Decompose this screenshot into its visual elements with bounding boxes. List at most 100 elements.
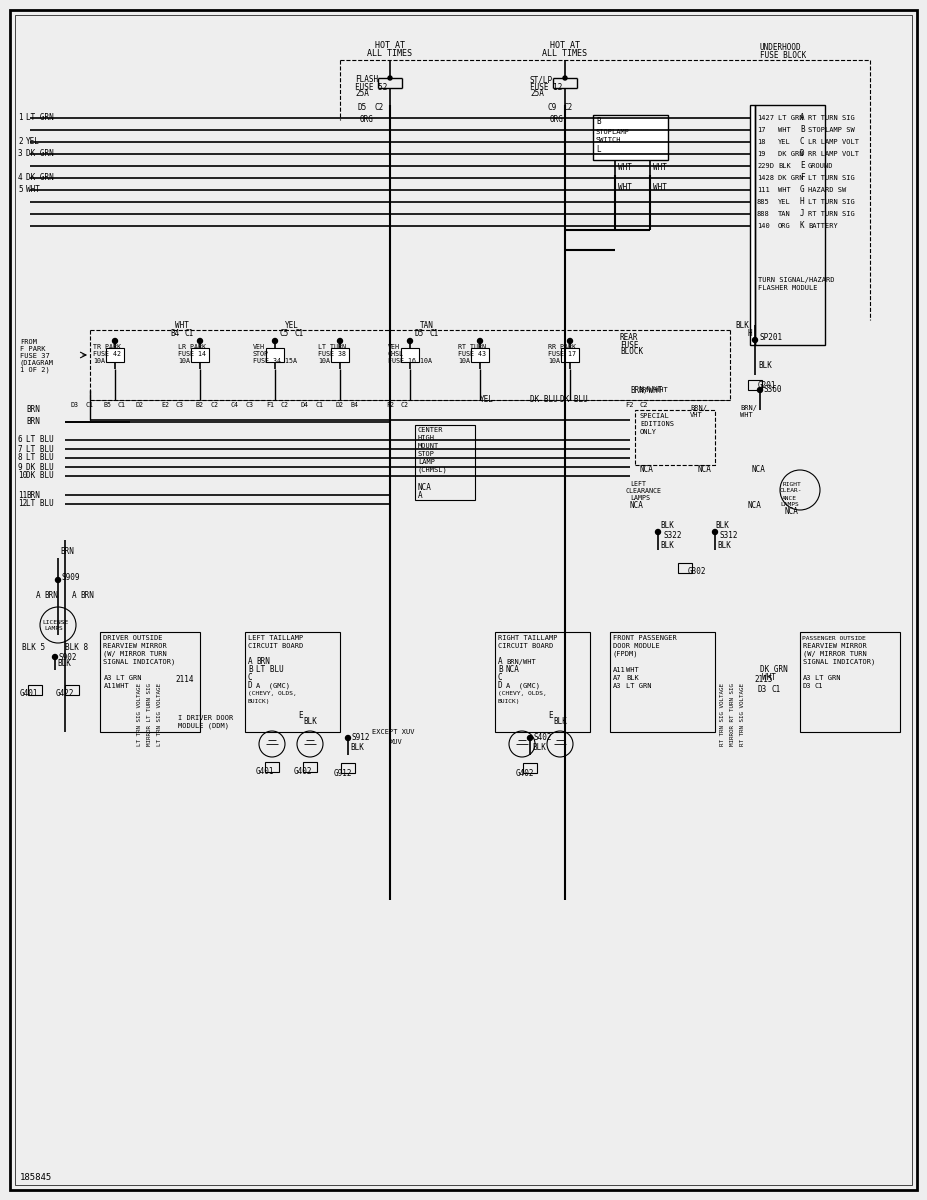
Text: CENTER: CENTER: [418, 427, 443, 433]
Text: C9: C9: [548, 103, 557, 113]
Text: LEFT TAILLAMP: LEFT TAILLAMP: [248, 635, 303, 641]
Text: YEL: YEL: [285, 320, 298, 330]
Bar: [610, 632, 715, 732]
Text: 10A: 10A: [458, 358, 470, 364]
Text: RT TRN SIG VOLTAGE: RT TRN SIG VOLTAGE: [720, 684, 725, 746]
Text: EDITIONS: EDITIONS: [640, 421, 674, 427]
Text: BRN: BRN: [60, 547, 74, 557]
Text: LAMPS: LAMPS: [780, 503, 799, 508]
Text: B: B: [596, 118, 601, 126]
Circle shape: [346, 736, 350, 740]
Text: F2: F2: [386, 402, 394, 408]
Text: ONLY: ONLY: [640, 428, 657, 434]
Text: S902: S902: [59, 653, 78, 661]
Text: FUSE 16 10A: FUSE 16 10A: [388, 358, 432, 364]
Text: LT GRN: LT GRN: [815, 674, 841, 680]
Text: SPECIAL: SPECIAL: [640, 413, 669, 419]
Text: ORG: ORG: [550, 115, 564, 125]
Text: F1: F1: [266, 402, 274, 408]
Text: BLK: BLK: [717, 540, 730, 550]
Text: BRN: BRN: [26, 406, 40, 414]
Text: DRIVER OUTSIDE: DRIVER OUTSIDE: [103, 635, 162, 641]
Text: B4: B4: [351, 402, 359, 408]
Text: LT GRN: LT GRN: [26, 114, 54, 122]
Text: RT TRN SIG VOLTAGE: RT TRN SIG VOLTAGE: [740, 684, 745, 746]
Text: B: B: [498, 666, 502, 674]
Text: ST/LP: ST/LP: [530, 76, 553, 84]
Text: 5: 5: [18, 186, 22, 194]
Text: LT TURN SIG: LT TURN SIG: [808, 175, 855, 181]
Text: WHT: WHT: [26, 186, 40, 194]
Text: C1: C1: [295, 329, 304, 337]
Text: S402: S402: [534, 733, 552, 743]
Text: CIRCUIT BOARD: CIRCUIT BOARD: [498, 643, 553, 649]
Text: LICENSE: LICENSE: [42, 619, 69, 624]
Text: DK BLU: DK BLU: [26, 472, 54, 480]
Text: D4: D4: [301, 402, 309, 408]
Text: H: H: [800, 198, 805, 206]
Text: DK GRN: DK GRN: [26, 174, 54, 182]
Text: BRN: BRN: [80, 590, 94, 600]
Text: WHT: WHT: [740, 412, 753, 418]
Bar: [748, 380, 762, 390]
Text: NCA: NCA: [785, 508, 799, 516]
Text: BLK: BLK: [660, 521, 674, 529]
Text: BUICK): BUICK): [248, 698, 271, 703]
Text: D2: D2: [336, 402, 344, 408]
Text: DK BLU: DK BLU: [530, 396, 558, 404]
Circle shape: [713, 529, 717, 534]
Text: BRN/WHT: BRN/WHT: [506, 659, 536, 665]
Text: (FPDM): (FPDM): [613, 650, 639, 658]
Text: A11: A11: [104, 683, 117, 689]
Text: STOP: STOP: [253, 350, 269, 358]
Text: 4: 4: [18, 174, 22, 182]
Text: 140: 140: [757, 223, 769, 229]
Bar: [341, 763, 355, 773]
Text: FUSE 17: FUSE 17: [548, 350, 576, 358]
Text: NCA: NCA: [748, 502, 762, 510]
Text: BLK: BLK: [626, 674, 639, 680]
Text: YEL: YEL: [480, 396, 494, 404]
Text: LT BLU: LT BLU: [26, 444, 54, 454]
Circle shape: [567, 338, 573, 343]
Text: A3: A3: [803, 674, 811, 680]
Text: S322: S322: [664, 530, 682, 540]
Text: LT BLU: LT BLU: [26, 454, 54, 462]
Text: NCA: NCA: [698, 466, 712, 474]
Text: A: A: [498, 658, 502, 666]
Bar: [415, 425, 475, 500]
Text: K: K: [800, 222, 805, 230]
Text: G201: G201: [758, 380, 777, 390]
Text: 19: 19: [757, 151, 766, 157]
Bar: [265, 762, 279, 772]
Text: YEL: YEL: [778, 199, 791, 205]
Text: 2115: 2115: [754, 676, 772, 684]
Text: FLASHER MODULE: FLASHER MODULE: [758, 284, 818, 290]
Text: C5: C5: [280, 329, 289, 337]
Text: DK GRN: DK GRN: [778, 175, 804, 181]
Text: BRN/WHT: BRN/WHT: [638, 386, 667, 392]
Text: NCA: NCA: [506, 666, 520, 674]
Text: NCA: NCA: [418, 484, 432, 492]
Text: RIGHT TAILLAMP: RIGHT TAILLAMP: [498, 635, 557, 641]
Text: LR LAMP VOLT: LR LAMP VOLT: [808, 139, 859, 145]
Text: BRN: BRN: [256, 658, 270, 666]
Text: LT TURN SIG: LT TURN SIG: [808, 199, 855, 205]
Text: LAMPS: LAMPS: [44, 626, 63, 631]
Text: ALL TIMES: ALL TIMES: [542, 48, 588, 58]
Text: YEL: YEL: [26, 138, 40, 146]
Text: FRONT PASSENGER: FRONT PASSENGER: [613, 635, 677, 641]
Circle shape: [753, 337, 757, 342]
Text: S909: S909: [62, 574, 81, 582]
Text: H: H: [748, 329, 753, 337]
Text: HIGH: HIGH: [418, 434, 435, 440]
Text: LAMPS: LAMPS: [630, 494, 650, 502]
Text: L: L: [596, 145, 601, 155]
Text: C1: C1: [772, 685, 781, 695]
Text: A: A: [72, 590, 77, 600]
Text: WHT: WHT: [618, 163, 632, 173]
Text: C4: C4: [231, 402, 239, 408]
Bar: [593, 115, 668, 160]
Text: LT BLU: LT BLU: [256, 666, 284, 674]
Text: C: C: [498, 673, 502, 683]
